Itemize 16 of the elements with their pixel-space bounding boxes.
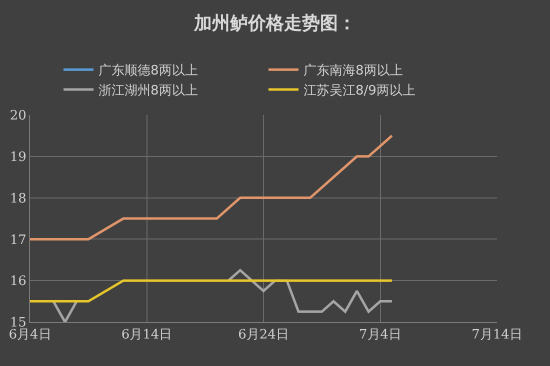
y-tick-label: 19 [10,150,26,165]
legend-label: 广东南海8两以上 [304,64,403,79]
y-tick-label: 18 [10,191,26,206]
legend-label: 广东顺德8两以上 [98,64,198,79]
y-tick-label: 16 [10,274,26,290]
x-tick-label: 6月24日 [238,328,289,343]
x-tick-label: 6月14日 [121,328,172,343]
y-tick-label: 20 [10,108,26,124]
chart-title: 加州鲈价格走势图： [193,13,356,34]
legend-label: 浙江湖州8两以上 [98,84,198,99]
y-tick-label: 17 [10,232,26,248]
legend-label: 江苏吴江8/9两以上 [304,84,416,99]
line-series [30,134,394,240]
x-tick-label: 7月14日 [472,328,522,343]
x-tick-label: 7月4日 [358,328,402,343]
x-tick-label: 6月4日 [8,328,52,343]
